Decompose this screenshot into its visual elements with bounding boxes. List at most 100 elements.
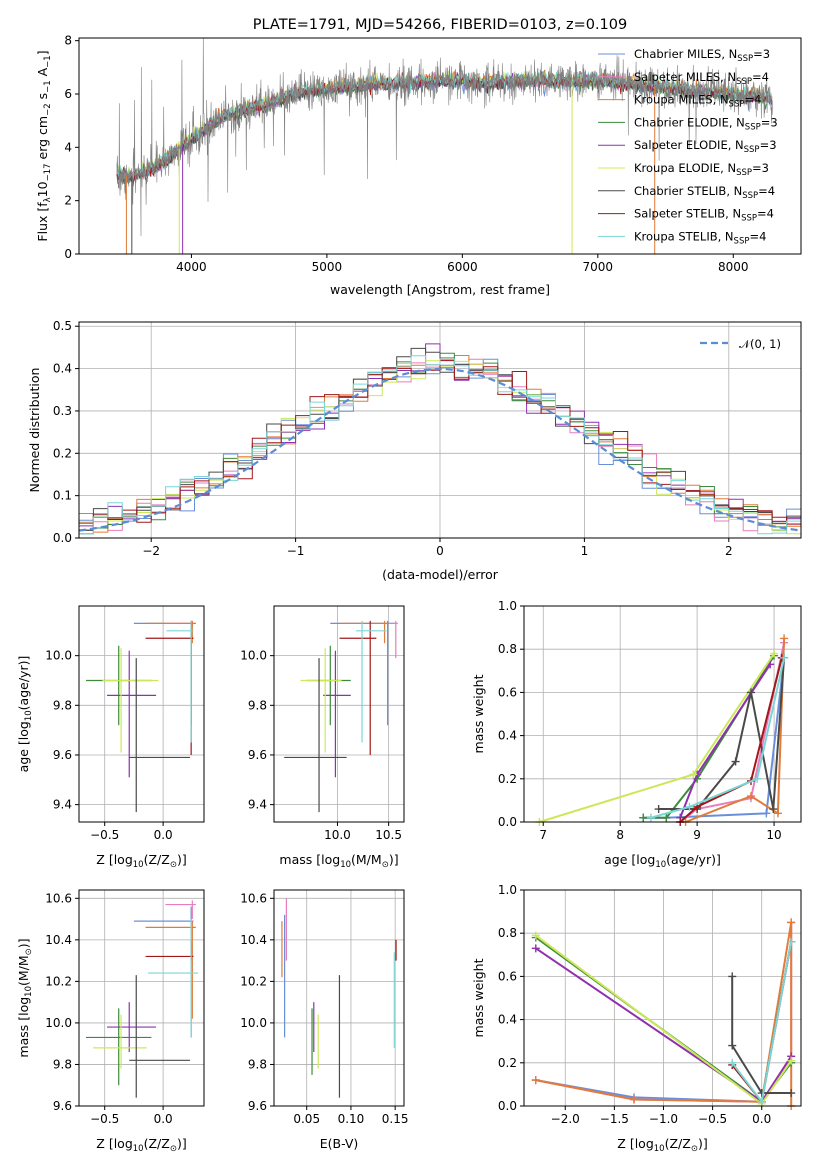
y-tick-label: 0	[64, 247, 72, 261]
x-tick-label: 4000	[176, 260, 207, 274]
x-tick-label: 6000	[447, 260, 478, 274]
x-axis-label: mass [log10(M/M⊙)]	[279, 852, 398, 870]
x-tick-label: 10.0	[324, 828, 351, 842]
x-tick-label: −0.5	[90, 828, 119, 842]
data-point-marker	[770, 649, 779, 658]
x-tick-label: 0	[436, 544, 444, 558]
axes-frame	[78, 605, 205, 823]
x-axis-label: Z [log10(Z/Z⊙)]	[96, 1136, 186, 1154]
y-tick-label: 9.6	[53, 1099, 72, 1113]
y-tick-label: 1.0	[498, 599, 517, 613]
y-tick-label: 0.0	[498, 1099, 517, 1113]
y-tick-label: 0.8	[498, 926, 517, 940]
x-tick-label: −1	[287, 544, 305, 558]
y-axis-label: Normed distribution	[27, 368, 42, 493]
data-point-marker	[685, 802, 694, 811]
x-axis-label: (data-model)/error	[382, 567, 499, 582]
y-tick-label: 9.6	[248, 748, 267, 762]
axes-frame	[523, 605, 802, 823]
histogram-step-line	[79, 360, 801, 525]
x-axis-label: Z [log10(Z/Z⊙)]	[96, 852, 186, 870]
data-point-marker	[787, 918, 796, 927]
legend-label: Kroupa ELODIE, NSSP=3	[634, 161, 769, 178]
y-tick-label: 0.4	[498, 729, 517, 743]
y-tick-label: 10.4	[240, 933, 267, 947]
legend-label: 𝒩(0, 1)	[739, 337, 781, 351]
legend-label: Kroupa MILES, NSSP=4	[634, 93, 761, 110]
series-line	[685, 638, 786, 823]
x-tick-label: 9	[693, 828, 701, 842]
legend-label: Salpeter MILES, NSSP=4	[634, 70, 769, 87]
y-tick-label: 9.8	[53, 698, 72, 712]
data-point-marker	[787, 1089, 796, 1098]
y-axis-label: mass weight	[471, 674, 486, 753]
data-point-marker	[728, 1041, 737, 1050]
y-tick-label: 9.4	[53, 798, 72, 812]
x-tick-label: −2	[142, 544, 160, 558]
legend-label: Kroupa STELIB, NSSP=4	[634, 229, 766, 246]
legend-label: Salpeter STELIB, NSSP=4	[634, 207, 774, 224]
x-axis-label: age [log10(age/yr)]	[604, 852, 721, 870]
y-tick-label: 9.8	[248, 698, 267, 712]
data-point-marker	[689, 770, 698, 779]
y-tick-label: 4	[64, 140, 72, 154]
y-tick-label: 0.4	[498, 1013, 517, 1027]
panel-spectrum: 4000 5000 6000 7000 8000 0 2 4 6 8 wavelength [Ang…	[35, 34, 802, 297]
x-tick-label: 7	[539, 828, 547, 842]
y-tick-label: 0.2	[53, 446, 72, 460]
panel-mass_vs_EBV: 0.05 0.10 0.15 9.6 9.8 10.0 10.2 10.4 10.6 E(B-V)	[240, 889, 409, 1151]
data-point-marker	[531, 931, 540, 940]
axes-frame	[273, 605, 405, 823]
x-tick-label: 1	[581, 544, 589, 558]
histogram-step-line	[79, 355, 801, 535]
data-point-marker	[746, 688, 755, 697]
y-tick-label: 10.0	[45, 649, 72, 663]
y-axis-label: Flux [fλ10−17 erg cm−2 s−1 A−1]	[35, 50, 53, 241]
panel-weight_vs_Z: −2.0 −1.5 −1.0 −0.5 0.0 0.0 0.2 0.4 0.6 0.8 1.0 Z […	[471, 883, 802, 1154]
y-tick-label: 9.8	[248, 1057, 267, 1071]
y-tick-label: 0.5	[53, 319, 72, 333]
y-axis-label: mass weight	[471, 958, 486, 1037]
x-axis-label: E(B-V)	[320, 1136, 359, 1151]
y-tick-label: 10.0	[240, 649, 267, 663]
x-tick-label: −1.5	[600, 1112, 629, 1126]
axes-frame	[523, 889, 802, 1107]
y-tick-label: 6	[64, 87, 72, 101]
y-tick-label: 9.6	[248, 1099, 267, 1113]
data-point-marker	[757, 1089, 766, 1098]
axes-frame	[78, 37, 802, 255]
legend-label: Salpeter ELODIE, NSSP=3	[634, 138, 777, 155]
y-tick-label: 10.6	[240, 891, 267, 905]
x-tick-label: −0.5	[698, 1112, 727, 1126]
data-point-marker	[731, 757, 740, 766]
x-tick-label: 10	[766, 828, 781, 842]
panel-age_vs_Z: −0.5 0.0 9.4 9.6 9.8 10.0 Z [log10(Z/Z⊙)] age […	[16, 605, 205, 870]
series-line	[650, 657, 786, 819]
y-tick-label: 10.0	[240, 1016, 267, 1030]
data-point-marker	[780, 653, 789, 662]
data-point-marker	[746, 792, 755, 801]
x-tick-label: −0.5	[90, 1112, 119, 1126]
series-line	[679, 657, 783, 823]
y-axis-label: mass [log10(M/M⊙)]	[16, 938, 34, 1057]
y-tick-label: 0.0	[498, 815, 517, 829]
x-axis-label: Z [log10(Z/Z⊙)]	[617, 1136, 707, 1154]
data-point-marker	[762, 809, 771, 818]
panel-age_vs_mass: 10.0 10.5 9.4 9.6 9.8 10.0 mass [log10(M/M⊙)]	[240, 605, 405, 870]
gaussian-curve	[78, 367, 802, 532]
legend-label: Chabrier ELODIE, NSSP=3	[634, 115, 778, 132]
y-tick-label: 0.3	[53, 404, 72, 418]
data-point-marker	[531, 1076, 540, 1085]
x-axis-label: wavelength [Angstrom, rest frame]	[330, 282, 550, 297]
x-tick-label: 0.0	[154, 1112, 173, 1126]
data-point-marker	[639, 813, 648, 822]
y-tick-label: 0.8	[498, 642, 517, 656]
figure-title: PLATE=1791, MJD=54266, FIBERID=0103, z=0…	[253, 17, 627, 33]
series-line	[731, 976, 792, 1094]
x-tick-label: 8	[616, 828, 624, 842]
panel-weight_vs_age: 7 8 9 10 0.0 0.2 0.4 0.6 0.8 1.0 age [log10(age/yr…	[471, 599, 802, 870]
series-line	[658, 657, 786, 810]
data-point-marker	[773, 809, 782, 818]
data-point-marker	[753, 774, 762, 783]
